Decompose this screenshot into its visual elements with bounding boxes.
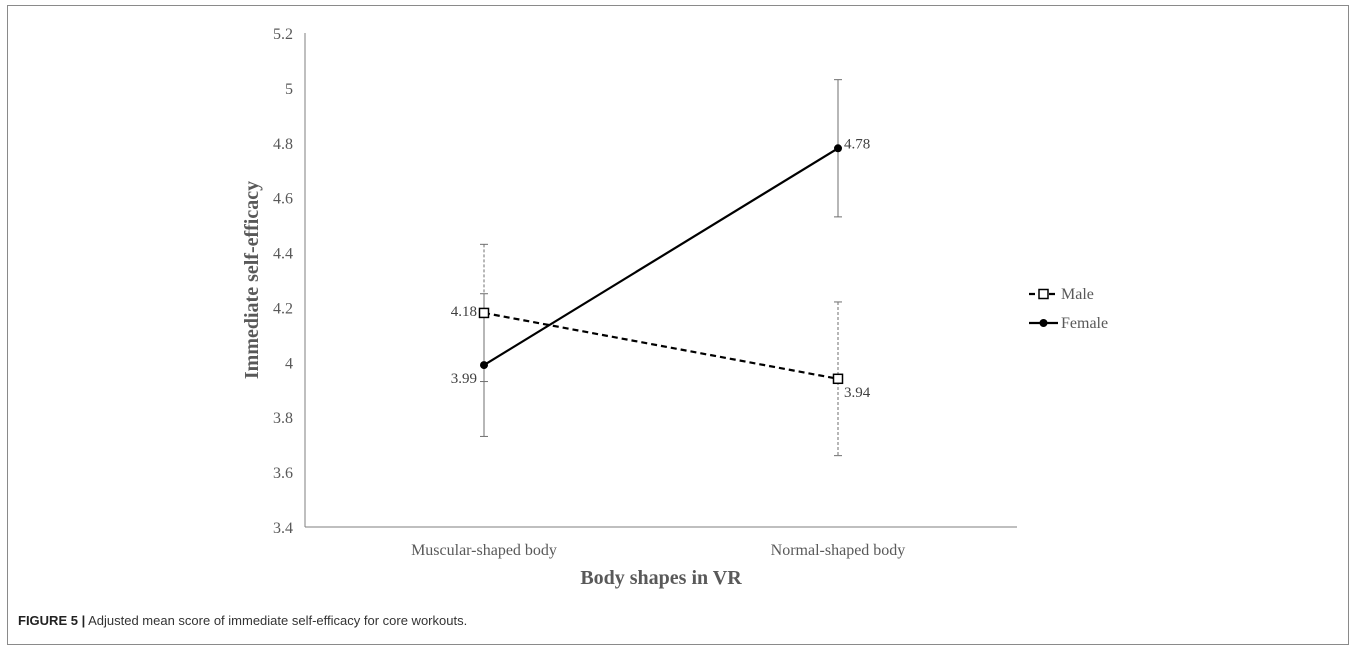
legend-marker-female	[1039, 319, 1048, 327]
x-axis-title: Body shapes in VR	[580, 567, 742, 589]
marker-male	[478, 307, 490, 319]
marker-female	[834, 144, 842, 153]
y-tick-label: 3.8	[273, 410, 293, 427]
data-labels: 4.18 3.94 3.99 4.78	[451, 136, 871, 401]
y-tick-label: 5.2	[273, 26, 293, 43]
series-line-male	[483, 311, 839, 380]
figure-label: FIGURE 5 |	[18, 613, 86, 628]
legend-marker-male	[1038, 288, 1049, 300]
caption-text: Adjusted mean score of immediate self-ef…	[85, 613, 468, 628]
x-tick-label: Normal-shaped body	[771, 542, 906, 559]
y-tick-label: 3.6	[273, 465, 293, 482]
y-tick-label: 4	[285, 355, 293, 372]
y-axis-title: Immediate self-efficacy	[241, 181, 263, 379]
series-markers	[478, 144, 844, 385]
data-label-male: 3.94	[844, 385, 871, 401]
x-tick-labels: Muscular-shaped body Normal-shaped body	[411, 542, 905, 559]
legend: Male Female	[1029, 286, 1108, 332]
y-tick-label: 4.2	[273, 300, 293, 317]
data-label-female: 4.78	[844, 136, 870, 152]
legend-label-male: Male	[1061, 286, 1094, 303]
y-tick-labels: 3.4 3.6 3.8 4 4.2 4.4 4.6 4.8 5 5.2	[273, 26, 293, 537]
y-tick-label: 4.8	[273, 136, 293, 153]
figure-caption: FIGURE 5 | Adjusted mean score of immedi…	[18, 613, 467, 628]
y-tick-label: 5	[285, 81, 293, 98]
axes	[304, 33, 1017, 528]
error-bars	[480, 79, 842, 457]
series-lines	[483, 147, 839, 380]
x-tick-label: Muscular-shaped body	[411, 542, 557, 559]
marker-male	[832, 373, 844, 385]
data-label-male: 4.18	[451, 304, 477, 320]
y-tick-label: 4.6	[273, 191, 293, 208]
legend-label-female: Female	[1061, 315, 1108, 332]
y-tick-label: 4.4	[273, 246, 293, 263]
data-label-female: 3.99	[451, 371, 477, 387]
marker-female	[480, 361, 488, 370]
figure-frame	[7, 5, 1349, 645]
series-line-female	[483, 147, 839, 367]
y-tick-label: 3.4	[273, 520, 293, 537]
